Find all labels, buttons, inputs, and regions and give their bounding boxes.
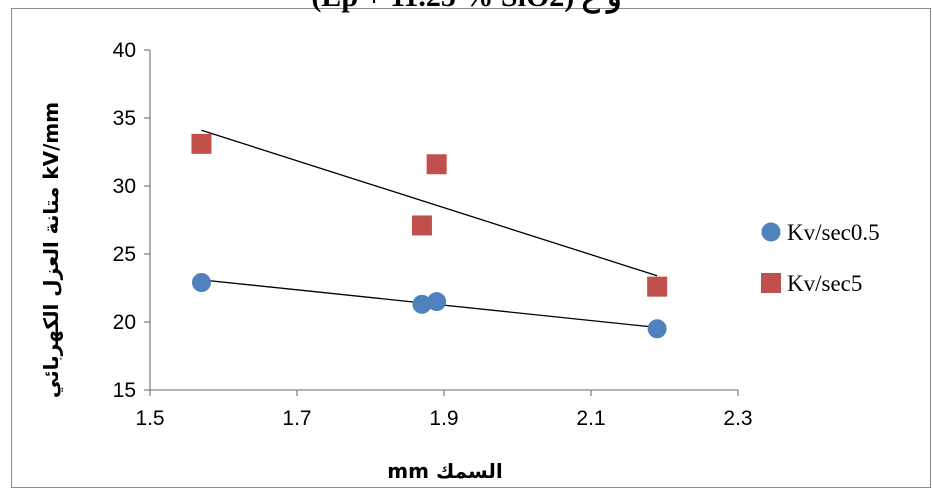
data-point-series-2 bbox=[411, 215, 432, 236]
x-tick-label: 2.1 bbox=[576, 407, 605, 430]
y-tick-label: 15 bbox=[113, 379, 136, 402]
legend-label-series-1: Kv/sec0.5 bbox=[787, 220, 880, 245]
data-point-series-1 bbox=[427, 292, 447, 312]
x-axis-title: السمك mm bbox=[387, 459, 502, 483]
data-point-series-1 bbox=[412, 294, 432, 314]
x-tick-label: 2.3 bbox=[723, 407, 752, 430]
chart-frame bbox=[11, 8, 931, 488]
legend-marker-series-2 bbox=[761, 273, 781, 293]
y-tick-label: 40 bbox=[113, 39, 136, 62]
trendline-series-2 bbox=[201, 129, 658, 277]
y-tick-label: 25 bbox=[113, 243, 136, 266]
x-tick-label: 1.5 bbox=[135, 407, 164, 430]
data-point-series-1 bbox=[191, 273, 211, 293]
y-axis-title: kV/mm متانة العزل الكهربائي bbox=[39, 102, 64, 398]
y-tick-label: 35 bbox=[113, 107, 136, 130]
data-point-series-2 bbox=[426, 154, 447, 175]
x-tick-label: 1.9 bbox=[429, 407, 458, 430]
data-point-series-2 bbox=[191, 133, 212, 154]
x-tick-label: 1.7 bbox=[282, 407, 311, 430]
chart-title: (Ep + 11.25 % SiO2) و ع bbox=[0, 0, 933, 12]
y-tick-label: 20 bbox=[113, 311, 136, 334]
legend-label-series-2: Kv/sec5 bbox=[787, 271, 862, 296]
data-point-series-2 bbox=[647, 276, 668, 297]
data-point-series-1 bbox=[647, 319, 667, 339]
y-tick-label: 30 bbox=[113, 175, 136, 198]
legend-marker-series-1 bbox=[761, 222, 781, 242]
